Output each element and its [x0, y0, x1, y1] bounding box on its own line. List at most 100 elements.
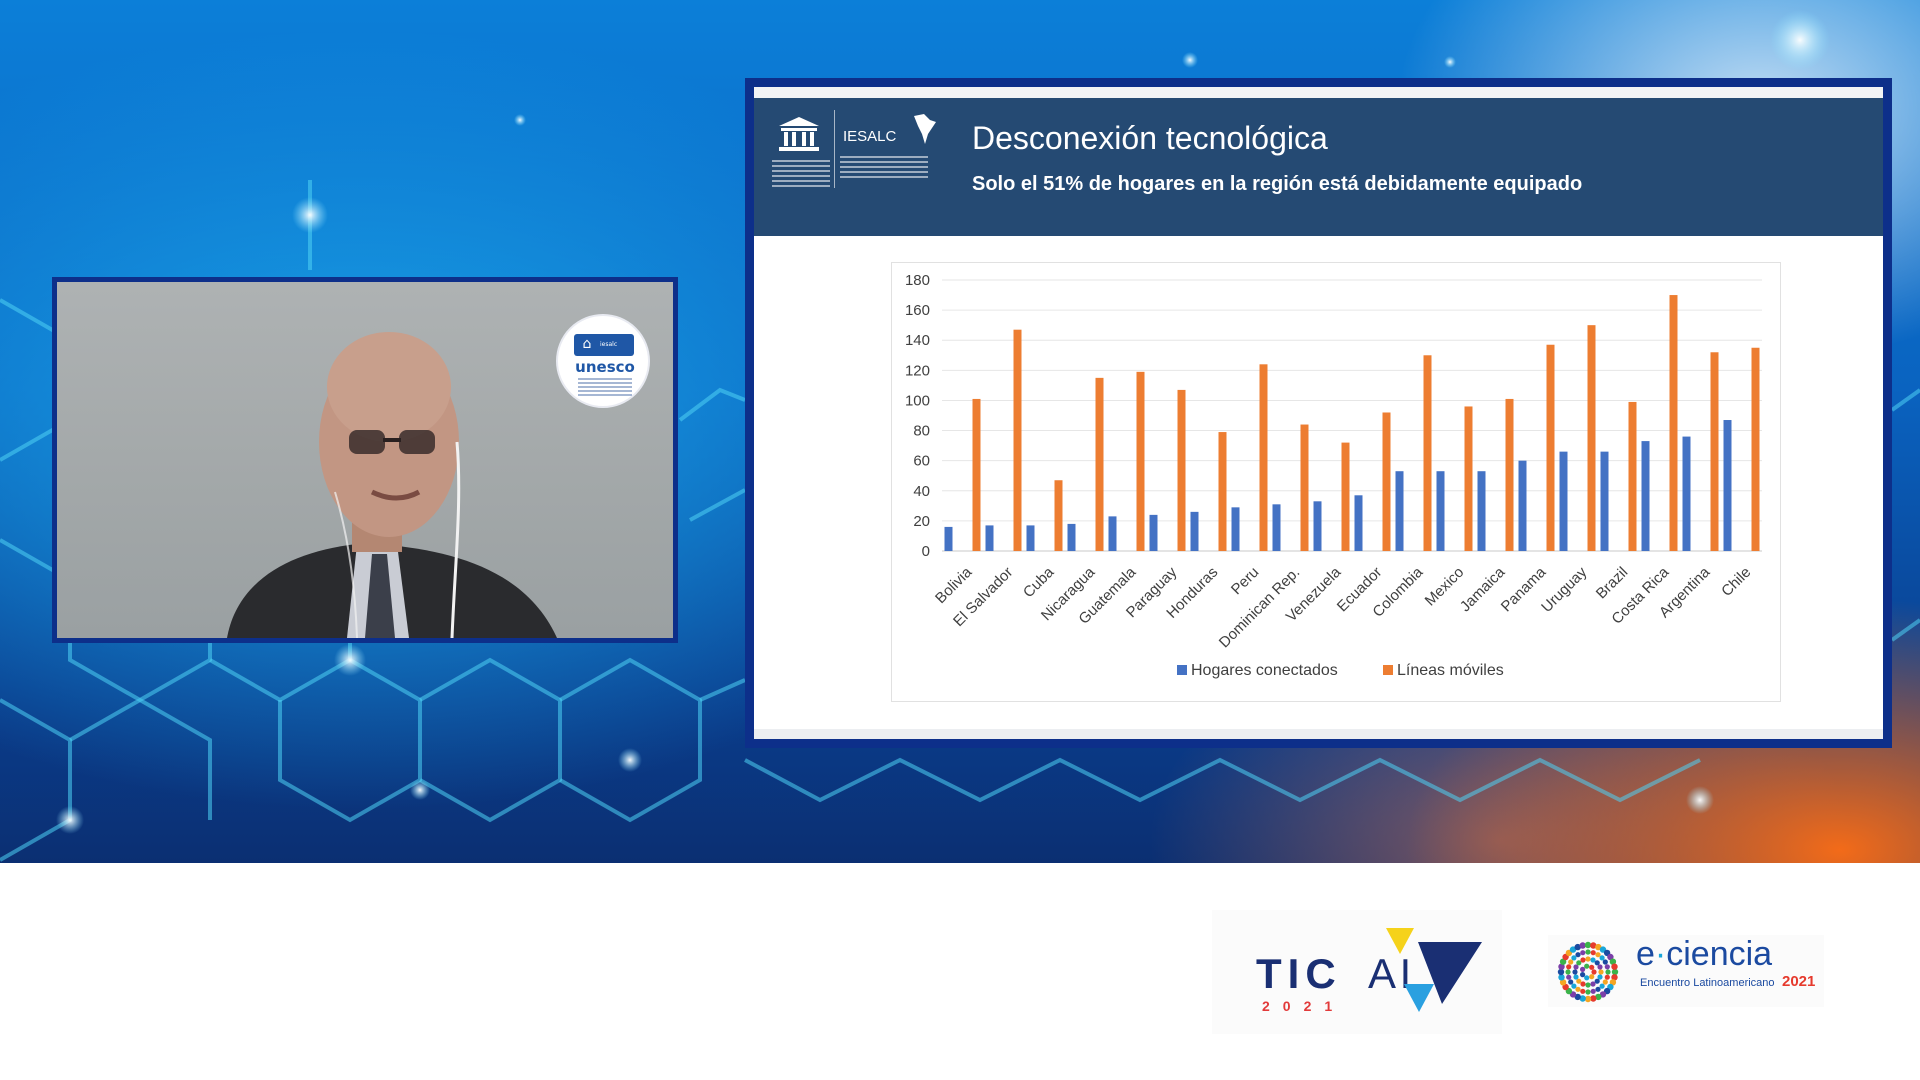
logo-dot	[1585, 982, 1591, 988]
bar-hogares	[1559, 451, 1568, 551]
logo-dot	[1568, 979, 1574, 985]
bar-lineas	[1095, 377, 1104, 551]
logo-dot	[1584, 995, 1592, 1003]
logo-dot	[1590, 942, 1597, 949]
legend-swatch	[1177, 665, 1187, 675]
bar-hogares	[1641, 441, 1650, 551]
e-ciencia-subtitle: Encuentro Latinoamericano	[1640, 977, 1775, 989]
bar-hogares	[985, 525, 994, 551]
logo-dot	[1576, 978, 1582, 984]
logo-dot	[1574, 993, 1581, 1001]
e-ciencia-dots-icon	[1557, 941, 1619, 1003]
logo-dot	[1597, 964, 1603, 970]
iesalc-label: IESALC	[843, 128, 897, 145]
x-tick-label: Brazil	[1593, 564, 1632, 603]
x-tick-label: Uruguay	[1538, 563, 1590, 615]
x-tick-label: Cuba	[1020, 563, 1058, 601]
unesco-temple-icon: ⌂	[582, 336, 592, 352]
logo-dot	[1605, 969, 1611, 975]
conference-stage: ⌂ iesalc unesco IESALC	[0, 0, 1920, 863]
bar-lineas	[1177, 389, 1186, 551]
e-ciencia-name: e·ciencia	[1636, 935, 1772, 974]
logo-dot	[1574, 943, 1581, 951]
y-tick-label: 0	[922, 543, 930, 560]
logo-dot	[1595, 993, 1602, 1001]
bar-hogares	[1477, 471, 1486, 551]
logo-dot	[1595, 943, 1602, 951]
bar-hogares	[1682, 436, 1691, 551]
logo-dot	[1580, 957, 1586, 963]
logo-dot	[1599, 983, 1605, 989]
logo-dot	[1598, 969, 1604, 975]
bar-hogares	[1600, 451, 1609, 551]
logo-dot	[1589, 974, 1595, 980]
y-tick-label: 180	[905, 272, 930, 289]
bar-chart: 0 20 40 60 80 100 120 140 160 180 Bolivia El Salvad…	[891, 262, 1781, 702]
logo-dot	[1594, 978, 1600, 984]
legend-label: Líneas móviles	[1397, 662, 1504, 679]
logo-dot	[1602, 979, 1608, 985]
logo-dot	[1585, 989, 1591, 995]
logo-dot	[1566, 964, 1572, 970]
logo-dot	[1590, 950, 1596, 956]
logo-dot	[1595, 952, 1601, 958]
bar-lineas	[1423, 355, 1432, 551]
logo-dot	[1590, 957, 1596, 963]
bar-lineas	[1013, 329, 1022, 551]
slide-subtitle: Solo el 51% de hogares en la región está…	[972, 173, 1583, 195]
logo-dot	[1604, 974, 1610, 980]
logo-dot	[1597, 974, 1603, 980]
logo-dot	[1595, 986, 1601, 992]
logo-dot	[1580, 972, 1586, 978]
bar-lineas	[1751, 347, 1760, 551]
logo-dot	[1575, 952, 1581, 958]
e-ciencia-2021-logo: e·ciencia Encuentro Latinoamericano 2021	[1548, 935, 1824, 1007]
unesco-badge-logo: ⌂ iesalc unesco	[556, 314, 650, 408]
bar-lineas	[1382, 412, 1391, 551]
logo-dot	[1558, 974, 1565, 981]
slide-top-strip	[754, 87, 1883, 98]
logo-dot	[1557, 968, 1565, 976]
latin-america-map-icon	[914, 114, 936, 144]
e-ciencia-year: 2021	[1782, 973, 1816, 990]
webcam-video-panel[interactable]: ⌂ iesalc unesco	[52, 277, 678, 643]
bar-hogares	[1067, 523, 1076, 551]
bar-lineas	[1300, 424, 1309, 551]
bar-hogares	[1436, 471, 1445, 551]
bar-lineas	[1628, 401, 1637, 551]
y-tick-label: 40	[913, 483, 930, 500]
logo-dot	[1585, 956, 1591, 962]
e-ciencia-dot: ·	[1654, 935, 1667, 973]
bar-hogares	[1723, 420, 1732, 551]
shared-slide-window[interactable]: IESALC Desconexión tecnológica Solo el 5…	[745, 78, 1892, 748]
logo-dot	[1589, 964, 1595, 970]
logo-dot	[1611, 974, 1618, 981]
bar-hogares	[1313, 501, 1322, 551]
y-tick-label: 80	[913, 423, 930, 440]
bar-lineas	[1710, 352, 1719, 551]
bar-lineas	[1587, 325, 1596, 551]
bar-hogares	[1108, 516, 1117, 551]
logo-dot	[1599, 955, 1605, 961]
logo-dot	[1562, 983, 1569, 991]
bar-lineas	[1136, 371, 1145, 551]
logo-dot	[1571, 983, 1577, 989]
unesco-iesalc-logo: IESALC	[772, 108, 942, 218]
e-ciencia-word: ciencia	[1666, 935, 1773, 973]
logo-dot	[1568, 959, 1574, 965]
bar-lineas	[1464, 406, 1473, 551]
logo-dot	[1575, 986, 1581, 992]
logo-dot	[1594, 960, 1600, 966]
bar-lineas	[1546, 344, 1555, 551]
logo-dot	[1569, 946, 1577, 953]
bar-hogares	[1272, 504, 1281, 551]
bar-lineas	[1341, 442, 1350, 551]
logo-dot	[1602, 959, 1608, 965]
badge-unesco-label: unesco	[575, 358, 635, 376]
bar-lineas	[1259, 364, 1268, 551]
logo-dot	[1609, 958, 1617, 965]
bar-lineas	[972, 398, 981, 551]
logo-dot	[1573, 974, 1579, 980]
unesco-temple-icon	[779, 117, 819, 151]
